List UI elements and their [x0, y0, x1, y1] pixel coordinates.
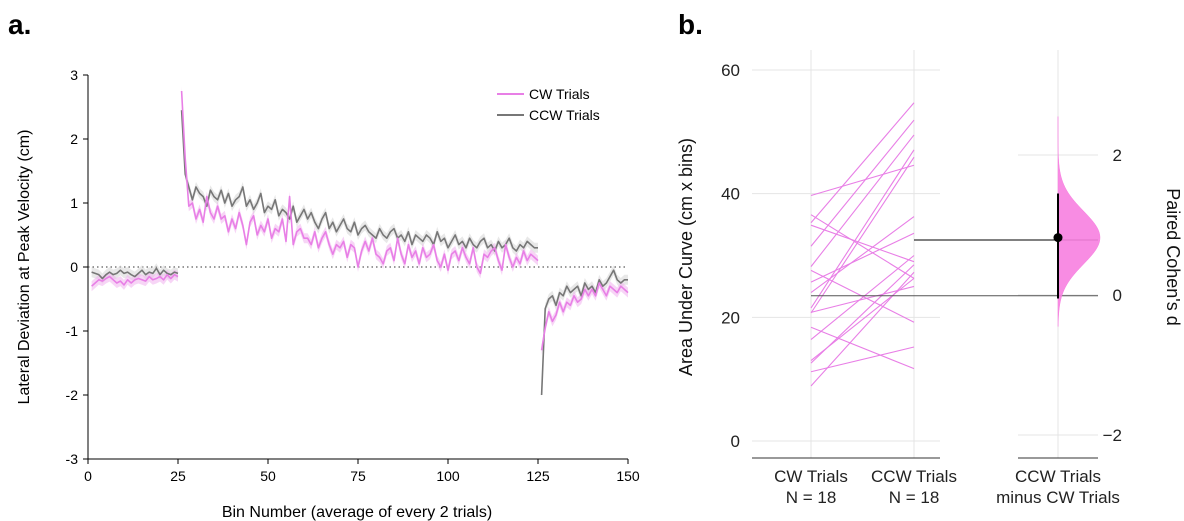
cw-line-segment-1	[182, 91, 538, 273]
y-tick-label: -1	[66, 323, 79, 339]
left-tick-label: 20	[721, 308, 740, 327]
x-tick-label: 25	[170, 468, 186, 484]
x-tick-label: 125	[526, 468, 550, 484]
legend-ccw-label: CCW Trials	[529, 107, 600, 123]
paired-line-7	[811, 233, 914, 282]
confidence-bands	[92, 86, 628, 400]
category-ccw-n: N = 18	[889, 488, 940, 507]
left-tick-label: 60	[721, 61, 740, 80]
right-tick-label: 2	[1113, 146, 1122, 165]
effect-size-point	[1054, 233, 1063, 242]
category-cw-label: CW Trials	[774, 467, 848, 486]
y-tick-label: 1	[70, 195, 78, 211]
category-contrast-sub: minus CW Trials	[996, 488, 1120, 507]
x-tick-label: 50	[260, 468, 276, 484]
y-tick-label: -2	[66, 387, 79, 403]
y-tick-label: -3	[66, 451, 79, 467]
panel-b-y-axis-label: Area Under Curve (cm x bins)	[676, 138, 696, 376]
paired-line-16	[811, 347, 914, 372]
panel-a-letter: a.	[8, 9, 31, 40]
x-tick-label: 75	[350, 468, 366, 484]
left-tick-label: 40	[721, 185, 740, 204]
series-lines	[92, 91, 628, 395]
paired-line-3	[811, 225, 914, 261]
paired-lines	[811, 103, 914, 386]
x-tick-label: 0	[84, 468, 92, 484]
right-tick-label: −2	[1103, 426, 1122, 445]
panel-a-x-axis-label: Bin Number (average of every 2 trials)	[222, 504, 492, 521]
right-tick-label: 0	[1113, 286, 1122, 305]
y-tick-label: 2	[70, 131, 78, 147]
y-tick-label: 0	[70, 259, 78, 275]
paired-line-9	[811, 150, 914, 308]
paired-line-13	[811, 256, 914, 340]
panel-b-gridlines	[752, 50, 1098, 458]
x-tick-label: 150	[616, 468, 640, 484]
x-tick-label: 100	[436, 468, 460, 484]
cw-band-segment-1	[182, 86, 538, 278]
panel-a-y-axis-label: Lateral Deviation at Peak Velocity (cm)	[16, 130, 33, 405]
panel-b-right-axis-label: Paired Cohen's d	[1163, 188, 1183, 326]
legend: CW Trials CCW Trials	[497, 86, 600, 123]
category-ccw-label: CCW Trials	[871, 467, 957, 486]
paired-line-2	[811, 103, 914, 223]
y-tick-label: 3	[70, 67, 78, 83]
panel-b-letter: b.	[678, 9, 703, 40]
category-contrast-label: CCW Trials	[1015, 467, 1101, 486]
panel-a-line-chart: -3 -2 -1 0 1 2 3 0 25 50 75 100 125 150 CW Trials CCW…	[16, 67, 640, 521]
left-tick-label: 0	[731, 432, 740, 451]
legend-cw-label: CW Trials	[529, 86, 590, 102]
category-cw-n: N = 18	[786, 488, 837, 507]
